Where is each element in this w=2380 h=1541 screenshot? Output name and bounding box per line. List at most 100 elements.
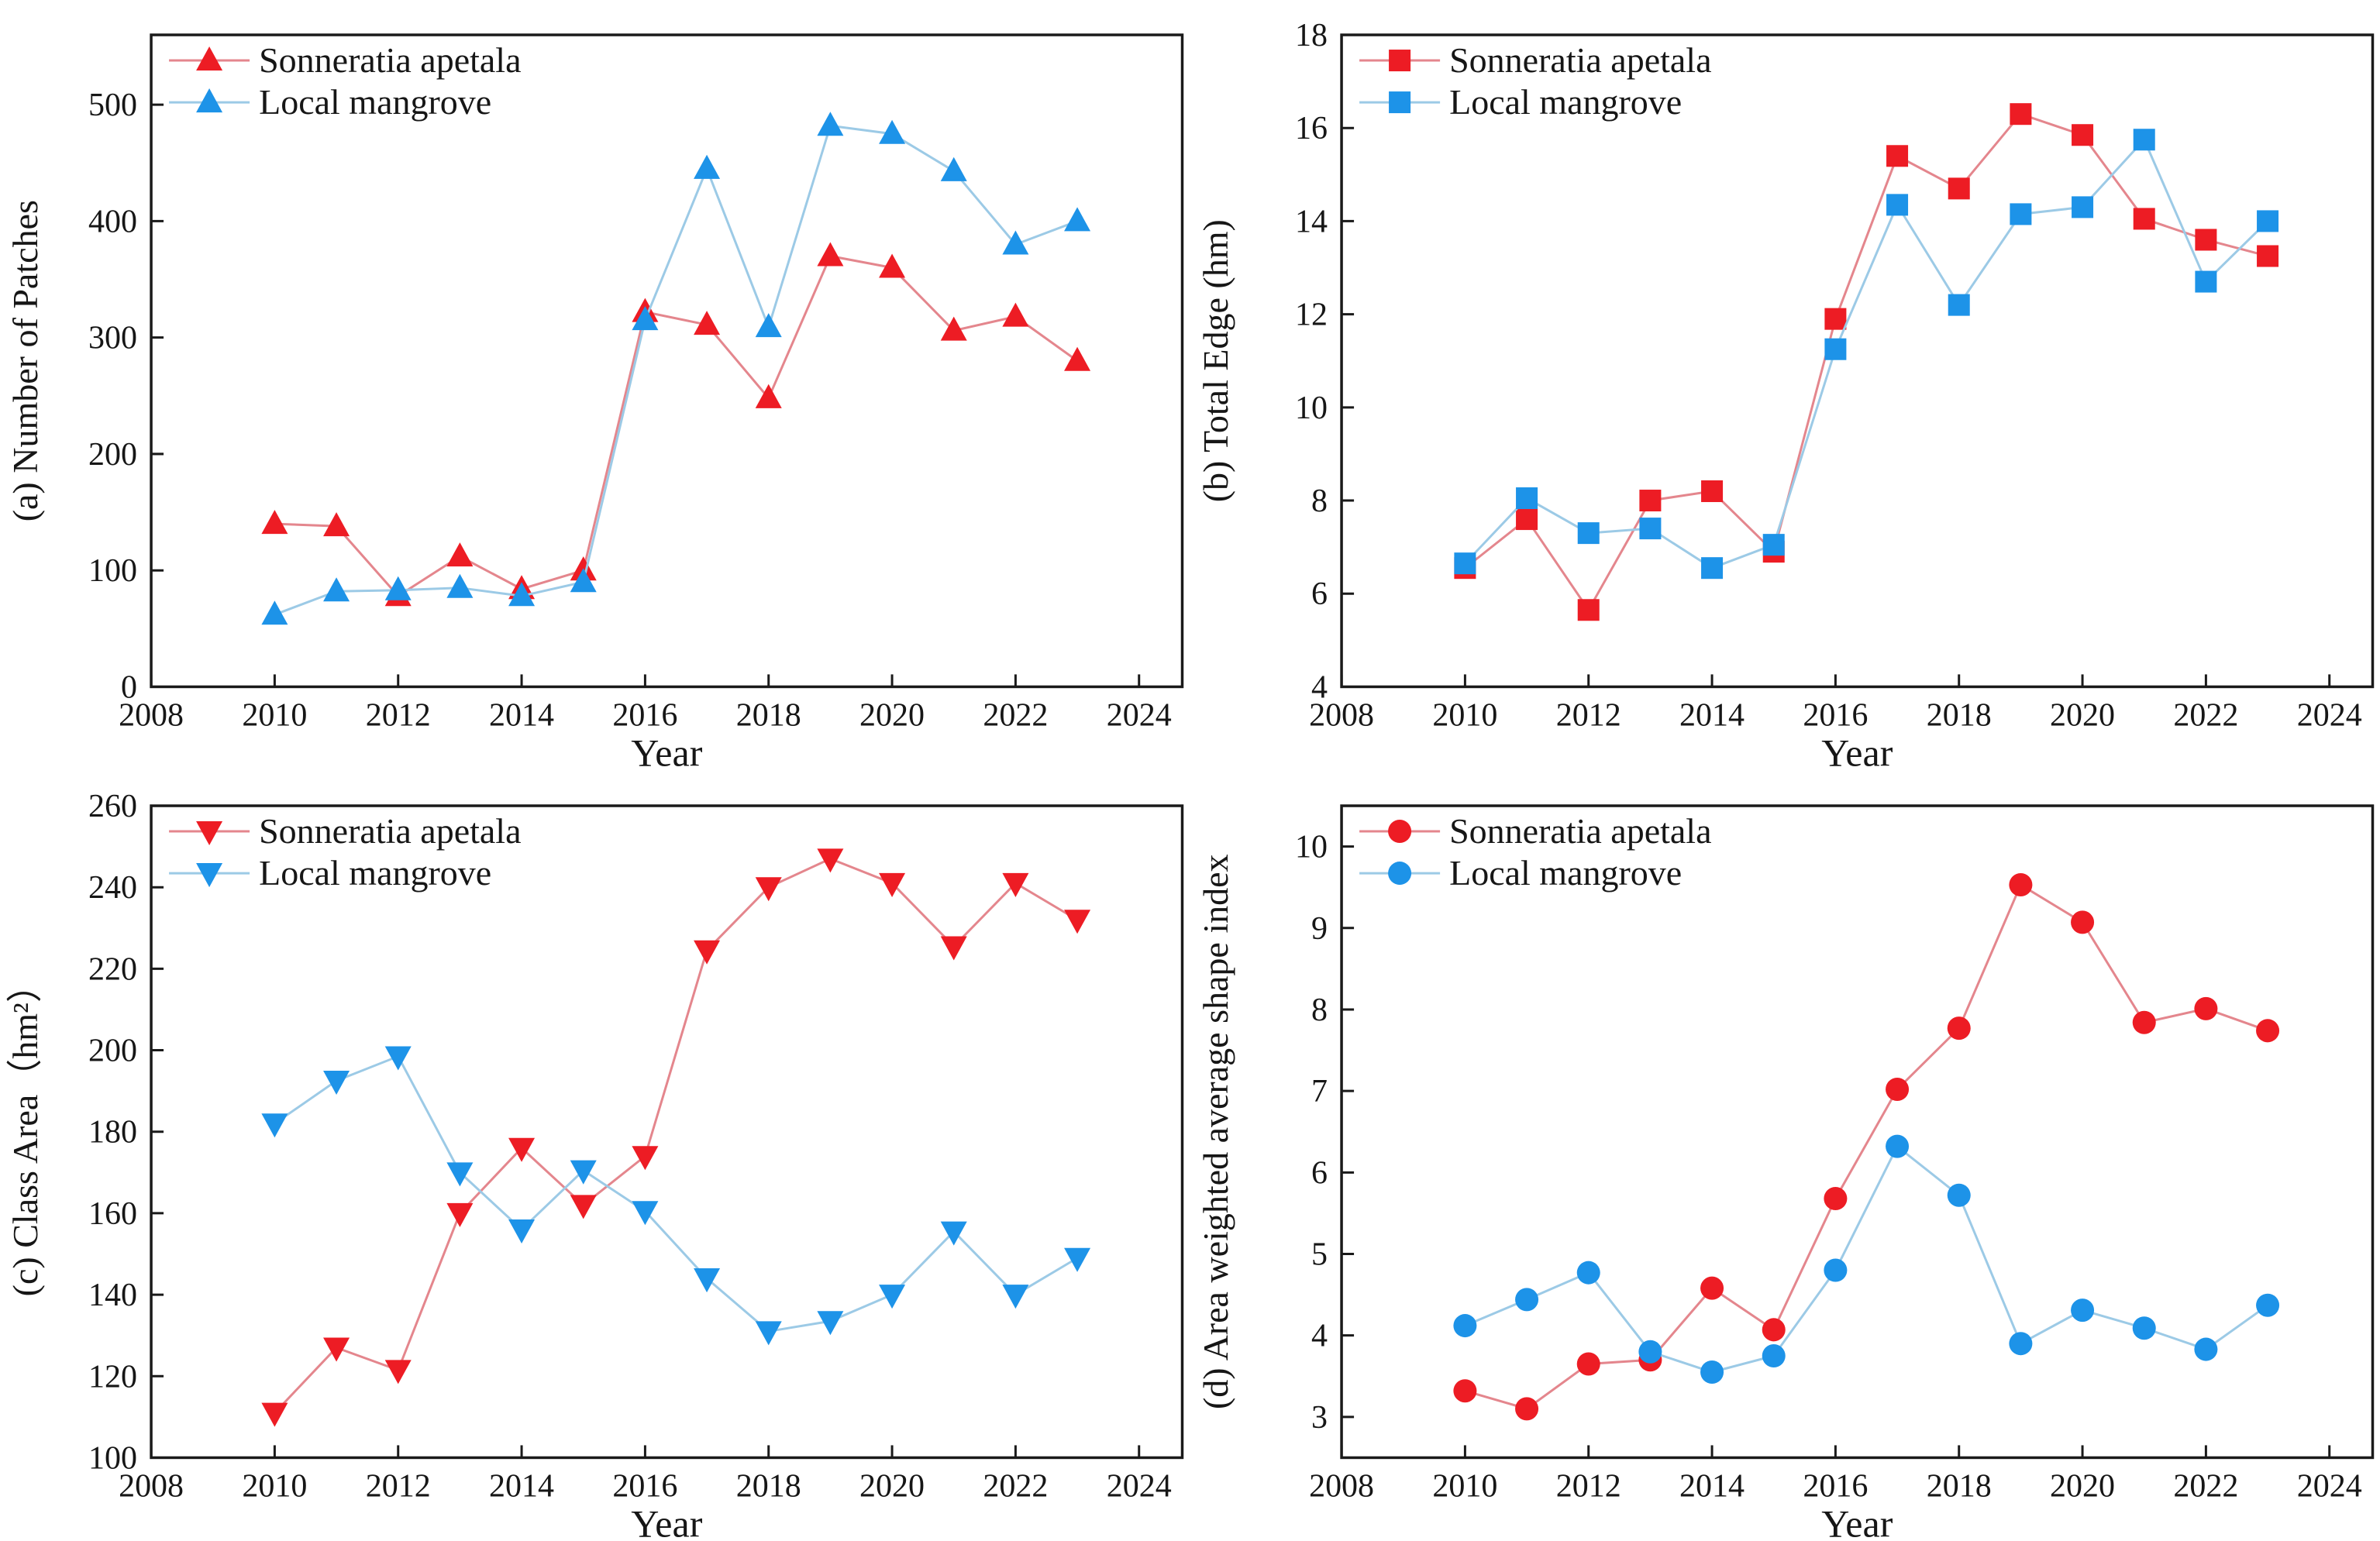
chart-panel-d-shape-index: 2008 2010 2012 2014 2016 2018 2020 2022 2024 3 4 5 6… <box>1190 771 2380 1541</box>
data-point-sonneratia <box>1002 872 1029 897</box>
x-tick-label: 2008 <box>1309 697 1374 733</box>
y-tick-label: 10 <box>1295 829 1328 865</box>
data-point-local-mangrove <box>694 1268 721 1292</box>
x-tick-label: 2014 <box>1679 1468 1745 1504</box>
y-tick-label: 200 <box>88 437 137 473</box>
x-tick-label: 2010 <box>242 697 307 733</box>
y-tick-label: 5 <box>1311 1237 1328 1272</box>
y-tick-label: 240 <box>88 870 137 906</box>
data-point-sonneratia <box>2132 1010 2156 1034</box>
y-tick-label: 500 <box>88 88 137 123</box>
legend-marker-local-mangrove <box>196 862 223 887</box>
series-line-sonneratia <box>1463 112 2268 613</box>
series-line-local-mangrove <box>1463 137 2268 569</box>
data-point-local-mangrove <box>940 1221 967 1246</box>
data-point-sonneratia <box>1886 145 1908 167</box>
legend-marker-sonneratia <box>196 820 223 845</box>
y-tick-label: 12 <box>1295 298 1328 333</box>
data-point-local-mangrove <box>1824 338 1846 360</box>
x-tick-label: 2012 <box>366 697 431 733</box>
data-point-local-mangrove <box>2255 1293 2279 1317</box>
y-tick-label: 0 <box>121 669 137 705</box>
x-tick-label: 2016 <box>1803 1468 1868 1504</box>
data-point-sonneratia <box>1700 1276 1724 1300</box>
data-point-local-mangrove <box>1452 1313 1476 1337</box>
x-tick-label: 2008 <box>119 1468 184 1504</box>
legend-label: Local mangrove <box>1449 82 1682 122</box>
y-tick-label: 14 <box>1295 204 1328 239</box>
chart-panel-c-class-area: 2008 2010 2012 2014 2016 2018 2020 2022 2024 100 1… <box>0 771 1190 1541</box>
data-point-local-mangrove <box>1515 487 1538 510</box>
legend-label: Sonneratia apetala <box>259 811 521 851</box>
legend-label: Local mangrove <box>259 853 491 893</box>
x-tick-label: 2012 <box>1555 1468 1621 1504</box>
y-tick-label: 160 <box>88 1195 137 1231</box>
chart-canvas-d: 2008 2010 2012 2014 2016 2018 2020 2022 2024 3 4 5 6… <box>1196 803 2374 1541</box>
y-tick-label: 4 <box>1311 1318 1328 1354</box>
x-tick-label: 2018 <box>736 1468 801 1504</box>
data-point-sonneratia <box>570 1194 597 1219</box>
data-point-local-mangrove <box>1762 534 1785 556</box>
data-point-local-mangrove <box>1002 1284 1029 1309</box>
data-point-sonneratia <box>446 1202 474 1227</box>
data-point-sonneratia <box>2193 996 2217 1020</box>
data-point-sonneratia <box>940 935 967 960</box>
x-tick-label: 2018 <box>1926 697 1991 733</box>
series-line-local-mangrove <box>274 124 1078 616</box>
data-point-local-mangrove <box>1638 1340 1662 1364</box>
x-tick-label: 2016 <box>612 1468 677 1504</box>
x-tick-label: 2008 <box>1309 1468 1374 1504</box>
y-tick-label: 7 <box>1311 1074 1328 1109</box>
data-point-sonneratia <box>1638 490 1661 512</box>
data-point-sonneratia <box>694 940 721 965</box>
legend-marker-local-mangrove <box>1388 91 1410 114</box>
data-point-sonneratia <box>2070 910 2094 934</box>
data-point-local-mangrove <box>1514 1287 1538 1311</box>
data-point-local-mangrove <box>570 1160 597 1185</box>
y-tick-label: 3 <box>1311 1399 1328 1435</box>
data-point-local-mangrove <box>817 112 844 136</box>
x-tick-label: 2022 <box>2173 1468 2238 1504</box>
data-point-sonneratia <box>940 316 967 341</box>
data-point-local-mangrove <box>1762 1343 1786 1367</box>
data-point-sonneratia <box>2071 124 2093 146</box>
data-point-sonneratia <box>1824 308 1846 330</box>
axis-box <box>150 803 1184 1459</box>
x-tick-label: 2012 <box>1555 697 1621 733</box>
legend-label: Local mangrove <box>259 82 491 122</box>
legend-label: Sonneratia apetala <box>259 40 521 80</box>
data-point-sonneratia <box>323 512 350 537</box>
data-point-local-mangrove <box>755 1320 782 1345</box>
x-tick-label: 2016 <box>1803 697 1868 733</box>
chart-panel-a-number-of-patches: 2008 2010 2012 2014 2016 2018 2020 2022 2024 0 100… <box>0 0 1190 771</box>
data-point-sonneratia <box>1577 599 1600 621</box>
data-point-local-mangrove <box>261 600 288 625</box>
y-tick-label: 8 <box>1311 992 1328 1027</box>
x-tick-label: 2014 <box>1679 697 1745 733</box>
y-tick-label: 8 <box>1311 483 1328 519</box>
data-point-sonneratia <box>1064 909 1091 934</box>
series-line-local-mangrove <box>274 1054 1078 1333</box>
data-point-sonneratia <box>1823 1186 1847 1210</box>
y-tick-label: 100 <box>88 1440 137 1476</box>
y-axis-title: (c) Class Area（hm²） <box>5 967 45 1296</box>
data-point-sonneratia <box>1762 1317 1786 1341</box>
x-tick-label: 2008 <box>119 697 184 733</box>
data-point-sonneratia <box>2194 229 2216 251</box>
x-tick-label: 2022 <box>983 1468 1048 1504</box>
legend-label: Sonneratia apetala <box>1449 40 1711 80</box>
data-point-local-mangrove <box>879 1284 906 1309</box>
legend-marker-local-mangrove <box>1387 861 1411 885</box>
data-point-local-mangrove <box>2132 1316 2156 1340</box>
data-point-local-mangrove <box>1885 1134 1909 1158</box>
data-point-sonneratia <box>755 384 782 408</box>
chart-canvas-a: 2008 2010 2012 2014 2016 2018 2020 2022 2024 0 100… <box>5 33 1184 771</box>
data-point-sonneratia <box>817 242 844 267</box>
data-point-local-mangrove <box>2009 203 2031 225</box>
y-tick-label: 10 <box>1295 390 1328 426</box>
data-point-sonneratia <box>1948 177 1970 200</box>
y-axis-title: (b) Total Edge (hm) <box>1196 219 1235 502</box>
chart-canvas-b: 2008 2010 2012 2014 2016 2018 2020 2022 2024 4 6 8 1… <box>1196 18 2374 771</box>
data-point-local-mangrove <box>1577 522 1600 545</box>
data-point-local-mangrove <box>2133 129 2155 151</box>
